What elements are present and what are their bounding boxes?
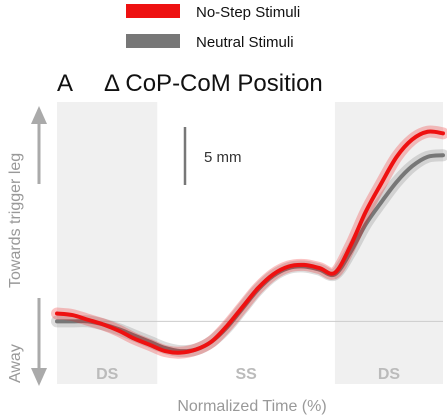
series-layer (51, 125, 447, 359)
panel-letter: A (57, 70, 73, 97)
y-label-top: Towards trigger leg (7, 153, 24, 288)
phase-label-1: SS (235, 366, 257, 383)
series-line-no-step-stimuli (55, 129, 445, 355)
legend-swatch-no-step (126, 4, 180, 18)
y-label-bottom: Away (7, 344, 24, 383)
phase-bands: DS SS DS (57, 102, 443, 384)
up-arrow-icon (31, 106, 47, 124)
down-arrow-icon (31, 368, 47, 386)
chart-title: Δ CoP-CoM Position (104, 70, 323, 97)
phase-band-1 (157, 102, 335, 384)
scale-bar: 5 mm (183, 127, 242, 185)
phase-label-0: DS (96, 366, 119, 383)
legend: No-Step Stimuli Neutral Stimuli (126, 4, 300, 51)
phase-label-2: DS (378, 366, 401, 383)
legend-swatch-neutral (126, 34, 180, 48)
legend-label-neutral: Neutral Stimuli (196, 34, 294, 51)
scale-bar-label: 5 mm (204, 149, 242, 166)
y-direction-arrows (31, 106, 47, 386)
plot-area: DS SS DS (51, 102, 447, 384)
legend-label-no-step: No-Step Stimuli (196, 4, 300, 21)
x-axis-label: Normalized Time (%) (177, 398, 326, 415)
